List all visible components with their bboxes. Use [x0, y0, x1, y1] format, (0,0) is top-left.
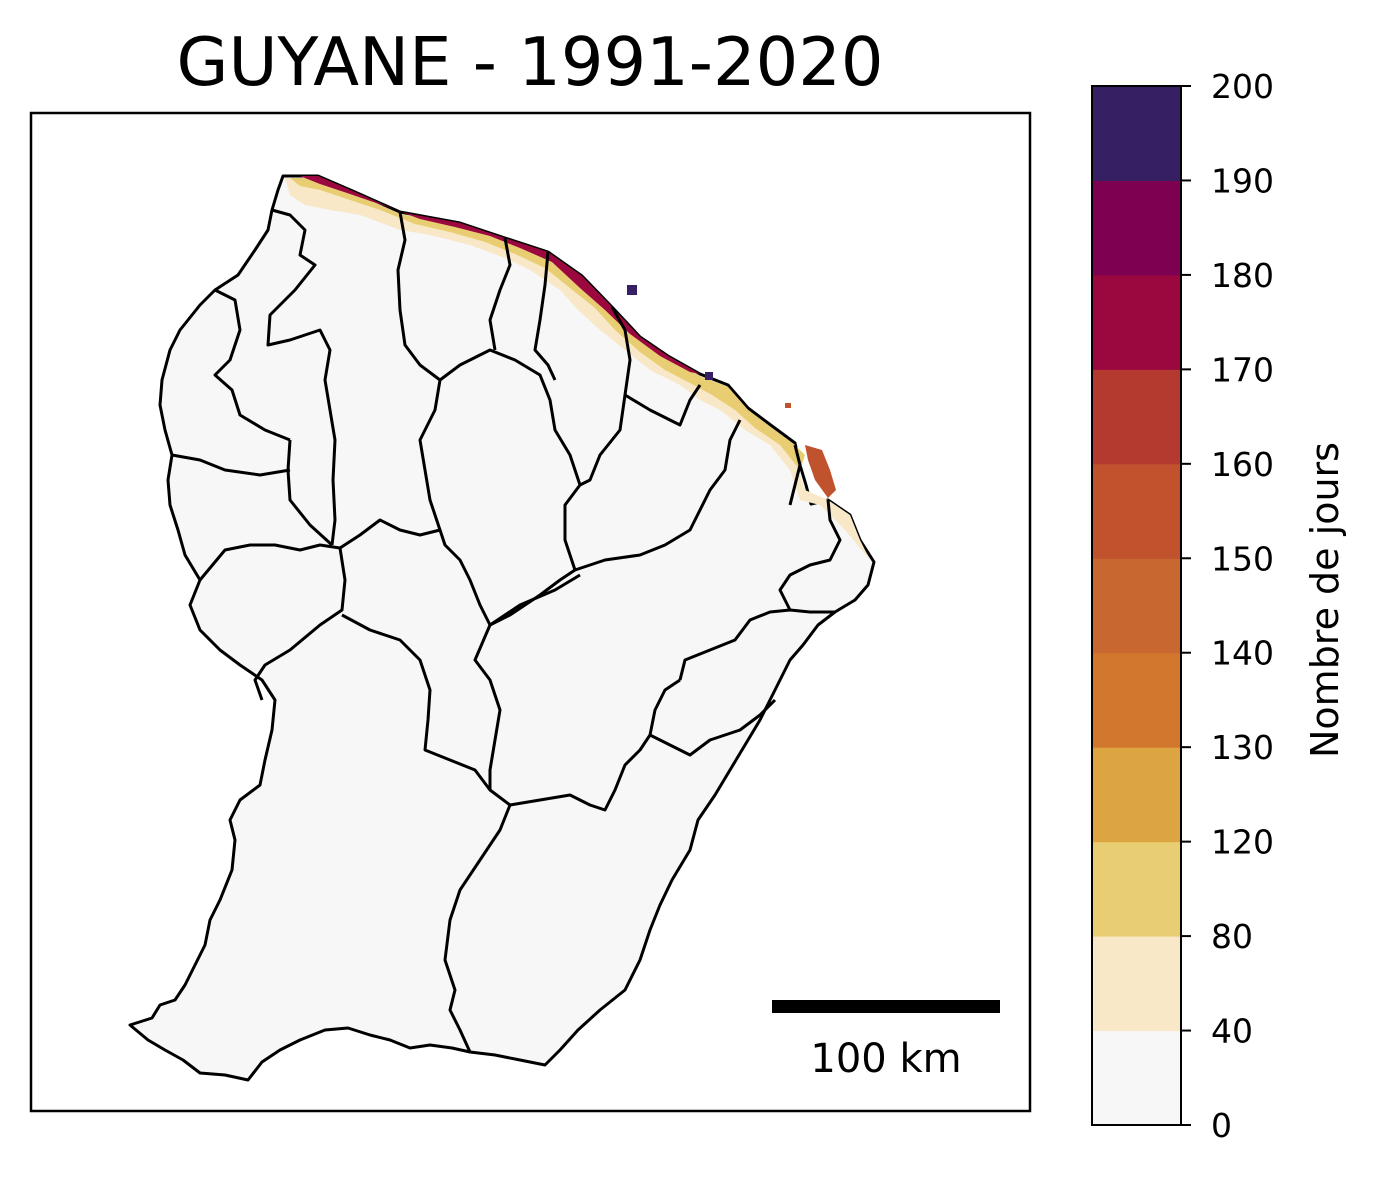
- colorbar-tick-label: 80: [1211, 917, 1253, 956]
- colorbar-label: Nombre de jours: [1303, 442, 1347, 758]
- colorbar: [1092, 86, 1181, 1126]
- colorbar-tick-label: 40: [1211, 1012, 1253, 1051]
- colorbar-band: [1092, 1030, 1181, 1126]
- colorbar-band: [1092, 558, 1181, 654]
- colorbar-tick-label: 160: [1211, 445, 1274, 484]
- map-title: GUYANE - 1991-2020: [176, 23, 884, 101]
- colorbar-tick-label: 170: [1211, 350, 1274, 389]
- coastal-band-east: [805, 445, 836, 498]
- colorbar-tick-label: 120: [1211, 823, 1274, 862]
- colorbar-band: [1092, 841, 1181, 937]
- colorbar-tick-label: 180: [1211, 256, 1274, 295]
- colorbar-tick-label: 0: [1211, 1106, 1232, 1145]
- colorbar-band: [1092, 180, 1181, 276]
- colorbar-tick-label: 150: [1211, 539, 1274, 578]
- commune-boundaries: [171, 208, 842, 1053]
- colorbar-tick-label: 140: [1211, 634, 1274, 673]
- colorbar-band: [1092, 936, 1181, 1032]
- island-dot: [627, 285, 637, 295]
- colorbar-band: [1092, 86, 1181, 181]
- island-dot: [705, 372, 713, 380]
- colorbar-ticks: 0 40 80 120 130 140 150 160 170 180 190 200: [1181, 67, 1274, 1145]
- colorbar-frame: [1091, 85, 1182, 1126]
- colorbar-band: [1092, 652, 1181, 748]
- colorbar-band: [1092, 463, 1181, 559]
- island-dot: [785, 403, 791, 408]
- colorbar-tick-label: 200: [1211, 67, 1274, 106]
- colorbar-band: [1092, 369, 1181, 465]
- coastal-band-dark: [300, 176, 700, 374]
- scale-bar: [772, 1000, 1000, 1013]
- colorbar-band: [1092, 747, 1181, 843]
- colorbar-band: [1092, 274, 1181, 370]
- colorbar-tick-label: 130: [1211, 728, 1274, 767]
- colorbar-tick-label: 190: [1211, 161, 1274, 200]
- scale-bar-label: 100 km: [810, 1036, 961, 1082]
